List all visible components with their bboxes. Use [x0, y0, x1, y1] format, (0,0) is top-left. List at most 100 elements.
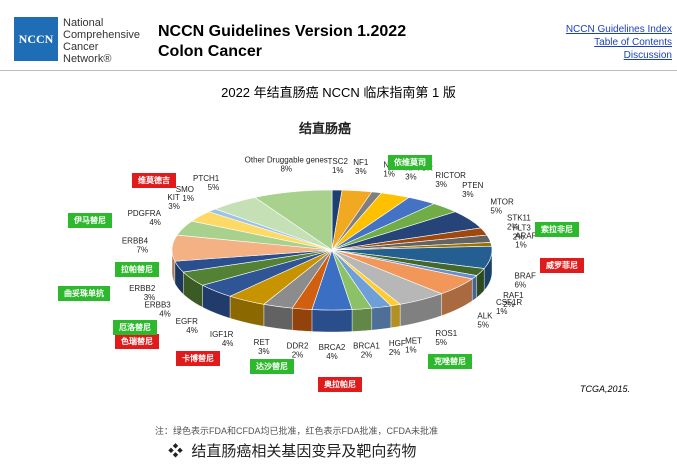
- slice-value: 4%: [149, 218, 161, 227]
- slice-label: RAF1 2%: [503, 291, 524, 309]
- nav-link[interactable]: NCCN Guidelines Index: [565, 24, 672, 35]
- slice-name: PTCH1: [193, 174, 220, 183]
- title-line: Colon Cancer: [158, 43, 263, 60]
- slice-name: HGF: [389, 339, 406, 348]
- logo: NCCN: [14, 17, 58, 61]
- nav-link[interactable]: Table of Contents: [594, 37, 672, 48]
- drug-tag: 维莫德吉: [132, 173, 176, 188]
- slice-value: 3%: [258, 347, 270, 356]
- slice-label: MTOR 5%: [490, 197, 514, 215]
- slice-value: 3%: [144, 293, 156, 302]
- slice-name: RET: [254, 338, 270, 347]
- slice-label: RICTOR 3%: [435, 171, 466, 189]
- slice-label: HGF 2%: [389, 339, 406, 357]
- slice-label: CSF1R 1%: [496, 298, 522, 316]
- slice-label: NF1 3%: [353, 158, 369, 176]
- org-line: Network®: [63, 53, 112, 65]
- slice-name: Other Druggable genes: [245, 156, 328, 165]
- slice-value: 3%: [435, 180, 447, 189]
- slice-label: ERBB3 4%: [145, 301, 172, 319]
- slice-value: 5%: [208, 183, 220, 192]
- slice-label: ERBB4 7%: [122, 236, 149, 254]
- slice-label: PTEN 3%: [462, 181, 484, 199]
- drug-tag: 卡博替尼: [176, 351, 220, 366]
- slice-label: ERBB2 3%: [129, 284, 156, 302]
- slice-value: 8%: [280, 165, 292, 174]
- slice-value: 5%: [490, 206, 502, 215]
- slice-name: ERBB2: [129, 284, 156, 293]
- slice-side: [263, 304, 293, 331]
- slice-label: EGFR 4%: [176, 317, 198, 335]
- slice-value: 1%: [405, 345, 417, 354]
- slice-side: [311, 309, 353, 333]
- slice-value: 7%: [137, 245, 149, 254]
- slice-name: NF1: [353, 158, 369, 167]
- slice-side: [292, 307, 313, 332]
- slice-name: ERBB4: [122, 236, 149, 245]
- slice-value: 1%: [383, 169, 395, 178]
- slice-label: STK11 2%: [507, 214, 531, 232]
- slice-side: [390, 304, 401, 329]
- slice-name: ARAF: [515, 231, 536, 240]
- drug-tag: 威罗菲尼: [540, 258, 584, 273]
- slice-name: TSC2: [328, 157, 349, 166]
- slice-value: 5%: [435, 338, 447, 347]
- slice-label: MET 1%: [405, 336, 422, 354]
- slice-value: 2%: [513, 233, 525, 242]
- slice-name: STK11: [507, 214, 531, 223]
- slice-label: BRCA1 2%: [353, 342, 380, 360]
- slice-side: [371, 305, 392, 331]
- slice-value: 2%: [507, 223, 519, 232]
- slice-side: [472, 275, 477, 302]
- footer: ❖ 结直肠癌相关基因变异及靶向药物: [168, 443, 417, 460]
- slice-label: ALK 5%: [477, 311, 493, 329]
- org-line: Cancer: [63, 41, 99, 53]
- slice-value: 4%: [159, 310, 171, 319]
- slice-name: RICTOR: [435, 171, 466, 180]
- guideline-title: NCCN Guidelines Version 1.2022 Colon Can…: [158, 22, 406, 62]
- drug-tag: 奥拉帕尼: [318, 377, 362, 392]
- slice-value: 3%: [462, 190, 474, 199]
- nav-links: NCCN Guidelines Index Table of Contents …: [566, 23, 672, 62]
- slice-label: KIT 3%: [167, 193, 180, 211]
- source: TCGA,2015.: [580, 384, 631, 394]
- slice-name: MTOR: [490, 197, 514, 206]
- drug-tag: 达沙替尼: [250, 359, 294, 374]
- caption: 2022 年结直肠癌 NCCN 临床指南第 1 版: [221, 85, 456, 100]
- slice-label: PTCH1 5%: [193, 174, 220, 192]
- footer-text: 结直肠癌相关基因变异及靶向药物: [191, 443, 417, 460]
- title-line: NCCN Guidelines Version 1.2022: [158, 23, 407, 40]
- slice-label: FLT3 2%: [513, 224, 532, 242]
- drug-tag: 伊马替尼: [68, 213, 112, 228]
- slice-name: EGFR: [176, 317, 198, 326]
- slice-value: 1%: [515, 240, 527, 249]
- drug-tag: 拉帕替尼: [115, 262, 159, 277]
- slice-value: 3%: [355, 167, 367, 176]
- divider: [0, 70, 677, 71]
- slice-value: 4%: [222, 339, 234, 348]
- slice-name: ERBB3: [145, 301, 172, 310]
- slice-label: BRCA2 4%: [319, 343, 346, 361]
- slice-name: BRCA1: [353, 342, 380, 351]
- chart-title: 结直肠癌: [299, 121, 351, 136]
- org-line: Comprehensive: [63, 29, 141, 41]
- slice-label: IGF1R 4%: [210, 330, 234, 348]
- drug-tag: 色瑞替尼: [115, 334, 159, 349]
- slice-name: ROS1: [435, 329, 457, 338]
- slice-value: 4%: [186, 326, 198, 335]
- slice-label: PDGFRA 4%: [128, 209, 162, 227]
- slice-name: IGF1R: [210, 330, 234, 339]
- slice-label: Other Druggable genes 8%: [245, 156, 328, 174]
- slice-value: 4%: [326, 352, 338, 361]
- slice-name: BRAF: [515, 271, 536, 280]
- slice-label: DDR2 2%: [287, 342, 309, 360]
- slice-value: 2%: [292, 351, 304, 360]
- slice-label: TSC2 1%: [328, 157, 349, 175]
- slice-name: BRCA2: [319, 343, 346, 352]
- nav-link[interactable]: Discussion: [623, 50, 672, 61]
- slice-value: 1%: [182, 194, 194, 203]
- slice-label: BRAF 6%: [515, 271, 536, 289]
- slice-name: MET: [405, 336, 422, 345]
